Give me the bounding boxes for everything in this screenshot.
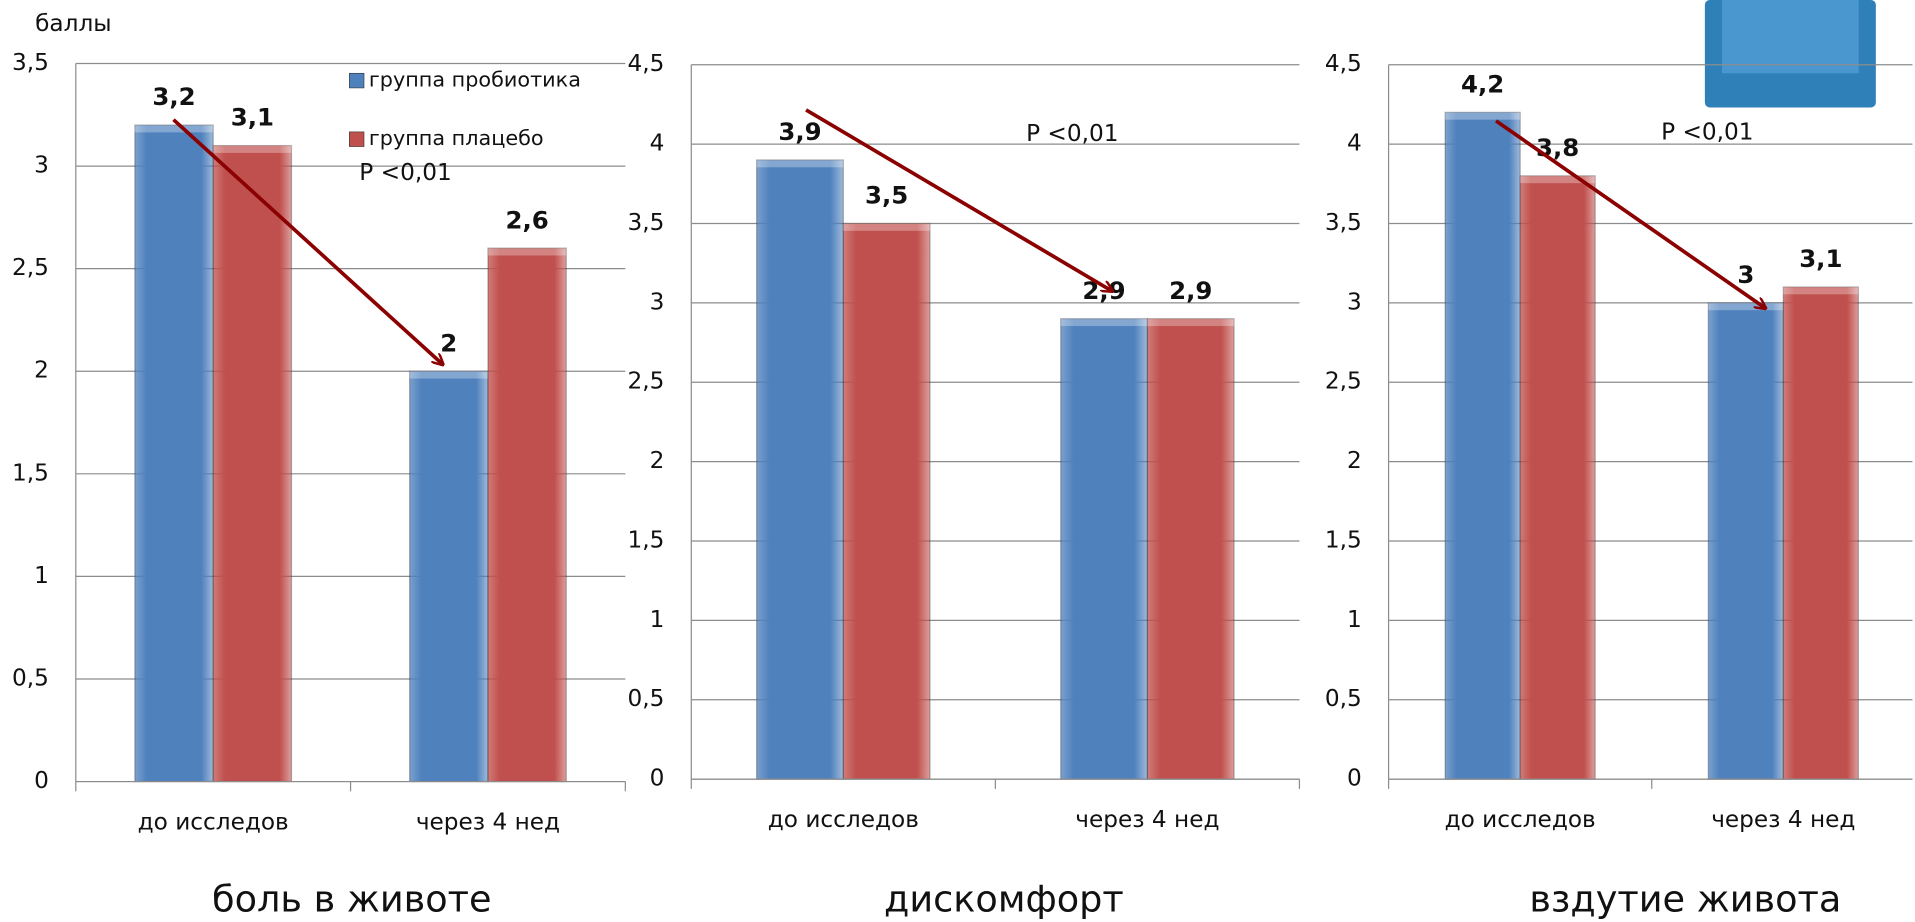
- bar-top: [1520, 175, 1596, 184]
- y-tick-label: 4,5: [1325, 50, 1362, 77]
- bar: [1707, 302, 1784, 780]
- y-tick-label: 3,5: [12, 49, 49, 76]
- bar-top: [1445, 112, 1521, 120]
- y-tick-label: 3,5: [1325, 209, 1362, 236]
- bar: [409, 370, 489, 783]
- y-tick-label: 4: [650, 130, 665, 157]
- y-tick-label: 1: [1347, 606, 1362, 633]
- bar: [1444, 111, 1521, 780]
- legend-label: группа пробиотика: [369, 68, 581, 92]
- y-tick-label: 3: [650, 288, 665, 315]
- y-tick-label: 1: [650, 606, 665, 633]
- value-label: 2,9: [1082, 276, 1125, 305]
- value-label: 4,2: [1461, 69, 1504, 98]
- bar-top: [487, 248, 567, 256]
- bar-top: [756, 159, 844, 168]
- value-label: 2,9: [1169, 276, 1212, 305]
- value-label: 2: [440, 328, 457, 357]
- y-tick-label: 3,5: [628, 209, 665, 236]
- bar: [212, 144, 293, 783]
- y-tick-label: 2,5: [1325, 368, 1362, 395]
- x-tick-label: до исследов: [138, 809, 289, 836]
- x-tick-label: через 4 нед: [1711, 806, 1855, 833]
- y-tick-label: 0: [34, 767, 49, 794]
- trend-arrows: [172, 108, 1765, 364]
- trend-arrow: [172, 118, 442, 364]
- bar-top: [843, 223, 930, 231]
- annotation: P <0,01: [359, 159, 451, 186]
- value-label: 3,9: [778, 117, 821, 146]
- product-image-panel: [1721, 0, 1859, 74]
- bar-top: [1060, 318, 1148, 327]
- trend-arrow: [1494, 119, 1765, 308]
- y-tick-label: 4: [1347, 130, 1362, 157]
- annotation: P <0,01: [1661, 119, 1753, 146]
- bar-top: [213, 145, 292, 153]
- chart-title: боль в животе: [212, 878, 492, 921]
- y-tick-label: 1,5: [1325, 526, 1362, 553]
- y-tick-label: 3: [1347, 288, 1362, 315]
- y-tick-label: 0,5: [1325, 685, 1362, 712]
- bar-top: [409, 371, 488, 379]
- trend-arrow: [805, 108, 1111, 291]
- value-label: 3: [1737, 260, 1754, 289]
- y-axis-title: баллы: [35, 10, 111, 37]
- y-tick-label: 3: [34, 152, 49, 179]
- legend-label: группа плацебо: [369, 126, 544, 150]
- x-tick-label: через 4 нед: [1075, 806, 1219, 833]
- value-label: 3,1: [231, 103, 274, 132]
- value-label: 2,6: [505, 205, 548, 234]
- value-label: 3,5: [865, 181, 908, 210]
- chart-title: вздутие живота: [1529, 878, 1841, 921]
- y-tick-label: 2: [650, 447, 665, 474]
- bar-top: [1783, 286, 1859, 295]
- y-tick-label: 4,5: [628, 50, 665, 77]
- bar: [1519, 175, 1596, 780]
- value-label: 3,1: [1799, 244, 1842, 273]
- x-tick-label: до исследов: [1445, 806, 1596, 833]
- x-tick-label: до исследов: [768, 806, 919, 833]
- x-tick-label: через 4 нед: [416, 809, 560, 836]
- y-tick-label: 1,5: [628, 526, 665, 553]
- value-label: 3,8: [1536, 133, 1579, 162]
- legend-swatch: [349, 72, 365, 89]
- y-tick-label: 0,5: [628, 685, 665, 712]
- bar: [1782, 286, 1859, 780]
- y-tick-label: 0: [1347, 765, 1362, 792]
- bar-top: [1708, 302, 1784, 311]
- bar-top: [1147, 318, 1235, 327]
- y-tick-label: 1: [34, 562, 49, 589]
- bar: [1146, 318, 1235, 780]
- bar: [842, 222, 931, 780]
- annotation: P <0,01: [1026, 120, 1118, 147]
- y-tick-label: 0,5: [12, 664, 49, 691]
- y-tick-label: 2: [34, 357, 49, 384]
- value-label: 3,2: [152, 82, 195, 111]
- bar: [756, 159, 844, 780]
- y-tick-label: 0: [650, 765, 665, 792]
- legend-swatch: [349, 131, 365, 147]
- bar-top: [134, 125, 214, 133]
- bar: [1060, 318, 1149, 780]
- y-tick-label: 2,5: [628, 368, 665, 395]
- y-tick-label: 1,5: [12, 459, 49, 486]
- bar: [134, 124, 214, 783]
- y-tick-label: 2,5: [12, 254, 49, 281]
- y-tick-label: 2: [1347, 447, 1362, 474]
- chart-title: дискомфорт: [884, 878, 1124, 921]
- bar: [487, 247, 567, 783]
